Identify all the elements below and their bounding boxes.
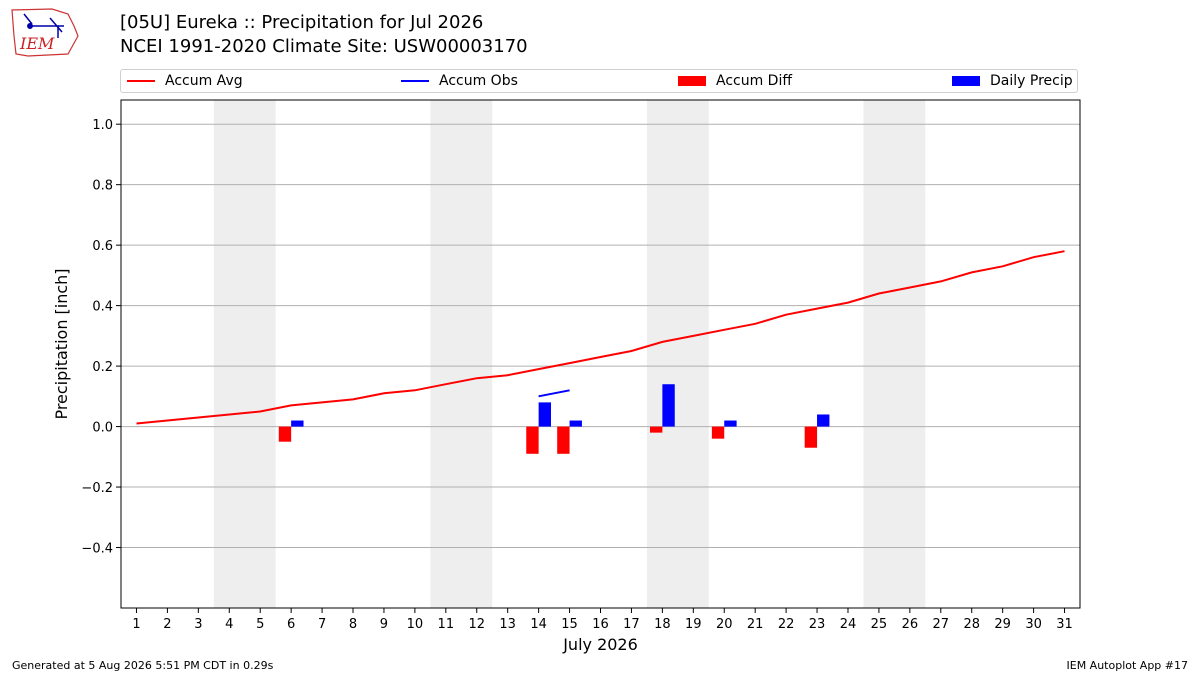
logo-text: IEM xyxy=(19,34,55,53)
x-tick-label: 1 xyxy=(132,617,140,632)
legend-swatch xyxy=(678,76,706,86)
x-tick-label: 19 xyxy=(685,617,702,632)
weekend-shade xyxy=(213,100,276,608)
legend-label: Daily Precip xyxy=(990,73,1073,89)
chart-subtitle: NCEI 1991-2020 Climate Site: USW00003170 xyxy=(120,36,528,57)
x-tick-label: 12 xyxy=(468,617,485,632)
y-tick-label: 0.0 xyxy=(92,421,113,436)
x-tick-label: 28 xyxy=(963,617,980,632)
weekend-shade xyxy=(430,100,493,608)
x-tick-label: 21 xyxy=(747,617,764,632)
y-tick-label: 0.2 xyxy=(92,360,113,375)
y-tick-label: −0.4 xyxy=(81,542,113,557)
x-tick-label: 2 xyxy=(163,617,171,632)
accum-diff-bar xyxy=(526,426,539,454)
y-axis-label: Precipitation [inch] xyxy=(52,268,71,419)
accum-diff-bar xyxy=(804,426,818,448)
x-tick-label: 16 xyxy=(592,617,609,632)
legend-item-accum-avg: Accum Avg xyxy=(127,73,243,89)
x-tick-label: 3 xyxy=(194,617,202,632)
daily-precip-bar xyxy=(817,414,830,427)
legend-label: Accum Diff xyxy=(716,73,793,89)
y-tick-label: −0.2 xyxy=(81,481,113,496)
x-tick-label: 18 xyxy=(654,617,671,632)
y-tick-label: 1.0 xyxy=(92,118,113,133)
x-tick-label: 23 xyxy=(809,617,826,632)
daily-precip-bar xyxy=(291,420,304,427)
footer-generated: Generated at 5 Aug 2026 5:51 PM CDT in 0… xyxy=(12,659,274,672)
accum-avg-line xyxy=(136,250,1065,425)
x-tick-label: 20 xyxy=(716,617,733,632)
y-tick-label: 0.6 xyxy=(92,239,113,254)
x-tick-label: 25 xyxy=(871,617,888,632)
x-tick-label: 13 xyxy=(499,617,516,632)
legend-item-accum-diff: Accum Diff xyxy=(678,73,792,89)
accum-obs-line xyxy=(538,389,570,398)
legend: Accum Avg Accum Obs Accum Diff Daily Pre… xyxy=(120,69,1078,93)
accum-diff-bar xyxy=(711,426,725,439)
accum-diff-bar xyxy=(649,426,663,433)
x-tick-label: 10 xyxy=(407,617,424,632)
x-tick-label: 7 xyxy=(318,617,326,632)
x-tick-label: 4 xyxy=(225,617,233,632)
x-tick-label: 5 xyxy=(256,617,264,632)
weekend-shade xyxy=(646,100,709,608)
weather-station-icon xyxy=(23,13,64,38)
accum-diff-bar xyxy=(557,426,570,454)
x-tick-label: 22 xyxy=(778,617,795,632)
y-tick-label: 0.4 xyxy=(92,300,113,315)
iem-logo: IEM xyxy=(11,8,79,57)
x-tick-label: 29 xyxy=(994,617,1011,632)
x-tick-label: 14 xyxy=(530,617,547,632)
plot-frame xyxy=(120,99,1081,609)
x-tick-label: 15 xyxy=(561,617,578,632)
x-tick-label: 8 xyxy=(349,617,357,632)
x-tick-label: 24 xyxy=(840,617,857,632)
footer-app: IEM Autoplot App #17 xyxy=(1066,659,1189,672)
daily-precip-bar xyxy=(538,402,552,427)
legend-item-daily-precip: Daily Precip xyxy=(952,73,1073,89)
x-tick-label: 6 xyxy=(287,617,295,632)
accum-diff-bar xyxy=(278,426,292,442)
x-axis-label: July 2026 xyxy=(562,635,638,654)
daily-precip-bar xyxy=(662,384,675,427)
x-tick-label: 11 xyxy=(438,617,455,632)
legend-swatch xyxy=(401,80,429,82)
daily-precip-bar xyxy=(724,420,737,427)
x-tick-label: 26 xyxy=(902,617,919,632)
x-tick-label: 17 xyxy=(623,617,640,632)
legend-swatch xyxy=(127,80,155,82)
legend-swatch xyxy=(952,76,980,86)
x-tick-label: 27 xyxy=(933,617,950,632)
x-tick-label: 30 xyxy=(1025,617,1042,632)
legend-label: Accum Obs xyxy=(439,73,518,89)
daily-precip-bar xyxy=(569,420,582,427)
weekend-shade xyxy=(863,100,926,608)
x-tick-label: 9 xyxy=(380,617,388,632)
legend-item-accum-obs: Accum Obs xyxy=(401,73,518,89)
legend-label: Accum Avg xyxy=(165,73,243,89)
chart-title: [05U] Eureka :: Precipitation for Jul 20… xyxy=(120,12,484,33)
y-tick-label: 0.8 xyxy=(92,179,113,194)
x-tick-label: 31 xyxy=(1056,617,1073,632)
